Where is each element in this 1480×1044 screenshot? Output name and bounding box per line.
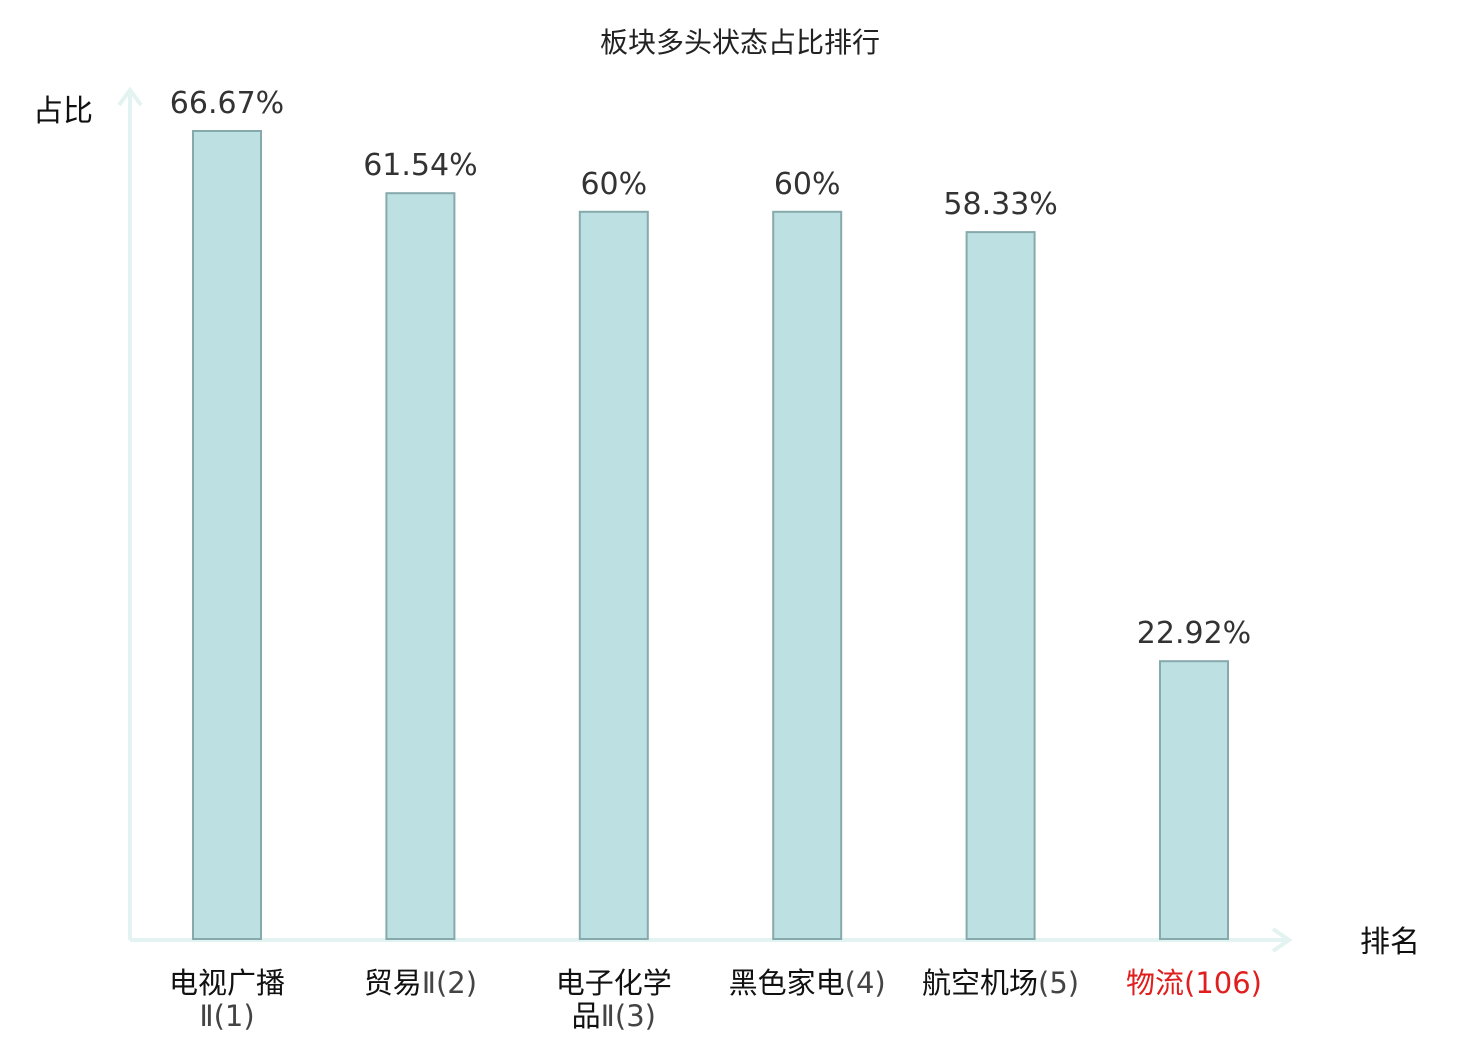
category-rank: Ⅱ(3)	[601, 999, 656, 1033]
category-rank: (4)	[845, 966, 886, 1000]
category-label-line: 黑色家电(4)	[729, 966, 886, 1000]
bar-value-label: 60%	[580, 167, 647, 202]
y-axis-arrow	[117, 86, 143, 107]
category-rank: (106)	[1184, 966, 1262, 1000]
x-axis-label: 排名	[1360, 925, 1420, 960]
category-rank: Ⅱ(2)	[422, 966, 477, 1000]
bar-value-label: 66.67%	[170, 86, 284, 121]
category-label-2: 贸易Ⅱ(2)	[364, 966, 477, 1000]
axes: 占比 排名	[33, 86, 1420, 960]
bar-value-label: 61.54%	[363, 148, 477, 183]
bar-4	[772, 210, 843, 941]
category-name: 品	[572, 999, 601, 1033]
category-name: 电子化学	[556, 966, 672, 1000]
category-label-line: 航空机场(5)	[922, 966, 1079, 1000]
category-name: 物流	[1126, 966, 1184, 1000]
category-label-line: 电视广播	[169, 966, 285, 1000]
category-label-line: Ⅱ(1)	[199, 999, 254, 1033]
bar-value-label: 22.92%	[1137, 616, 1251, 651]
y-axis-label: 占比	[33, 94, 93, 129]
category-name: 贸易	[364, 966, 422, 1000]
bar-value-label: 60%	[774, 167, 841, 202]
bar-series	[192, 130, 1229, 941]
category-label-6: 物流(106)	[1126, 966, 1262, 1000]
value-labels: 66.67% 61.54% 60% 60% 58.33% 22.92%	[170, 86, 1251, 651]
category-label-line: 贸易Ⅱ(2)	[364, 966, 477, 1000]
category-name: 黑色家电	[729, 966, 845, 1000]
category-label-4: 黑色家电(4)	[729, 966, 886, 1000]
category-rank: (5)	[1038, 966, 1079, 1000]
category-name: 航空机场	[922, 966, 1038, 1000]
bar-1	[192, 130, 262, 940]
bar-2	[385, 192, 456, 940]
category-rank: Ⅱ(1)	[199, 999, 254, 1033]
bar-6	[1159, 660, 1229, 940]
bar-5	[965, 231, 1036, 941]
category-label-line: 电子化学	[556, 966, 672, 1000]
category-label-line: 品Ⅱ(3)	[572, 999, 656, 1033]
x-axis-arrow	[1271, 927, 1293, 953]
bar-3	[578, 210, 649, 941]
category-label-line: 物流(106)	[1126, 966, 1262, 1000]
category-name: 电视广播	[169, 966, 285, 1000]
category-label-5: 航空机场(5)	[922, 966, 1079, 1000]
bar-value-label: 58.33%	[943, 187, 1057, 222]
chart-title: 板块多头状态占比排行	[600, 26, 880, 59]
